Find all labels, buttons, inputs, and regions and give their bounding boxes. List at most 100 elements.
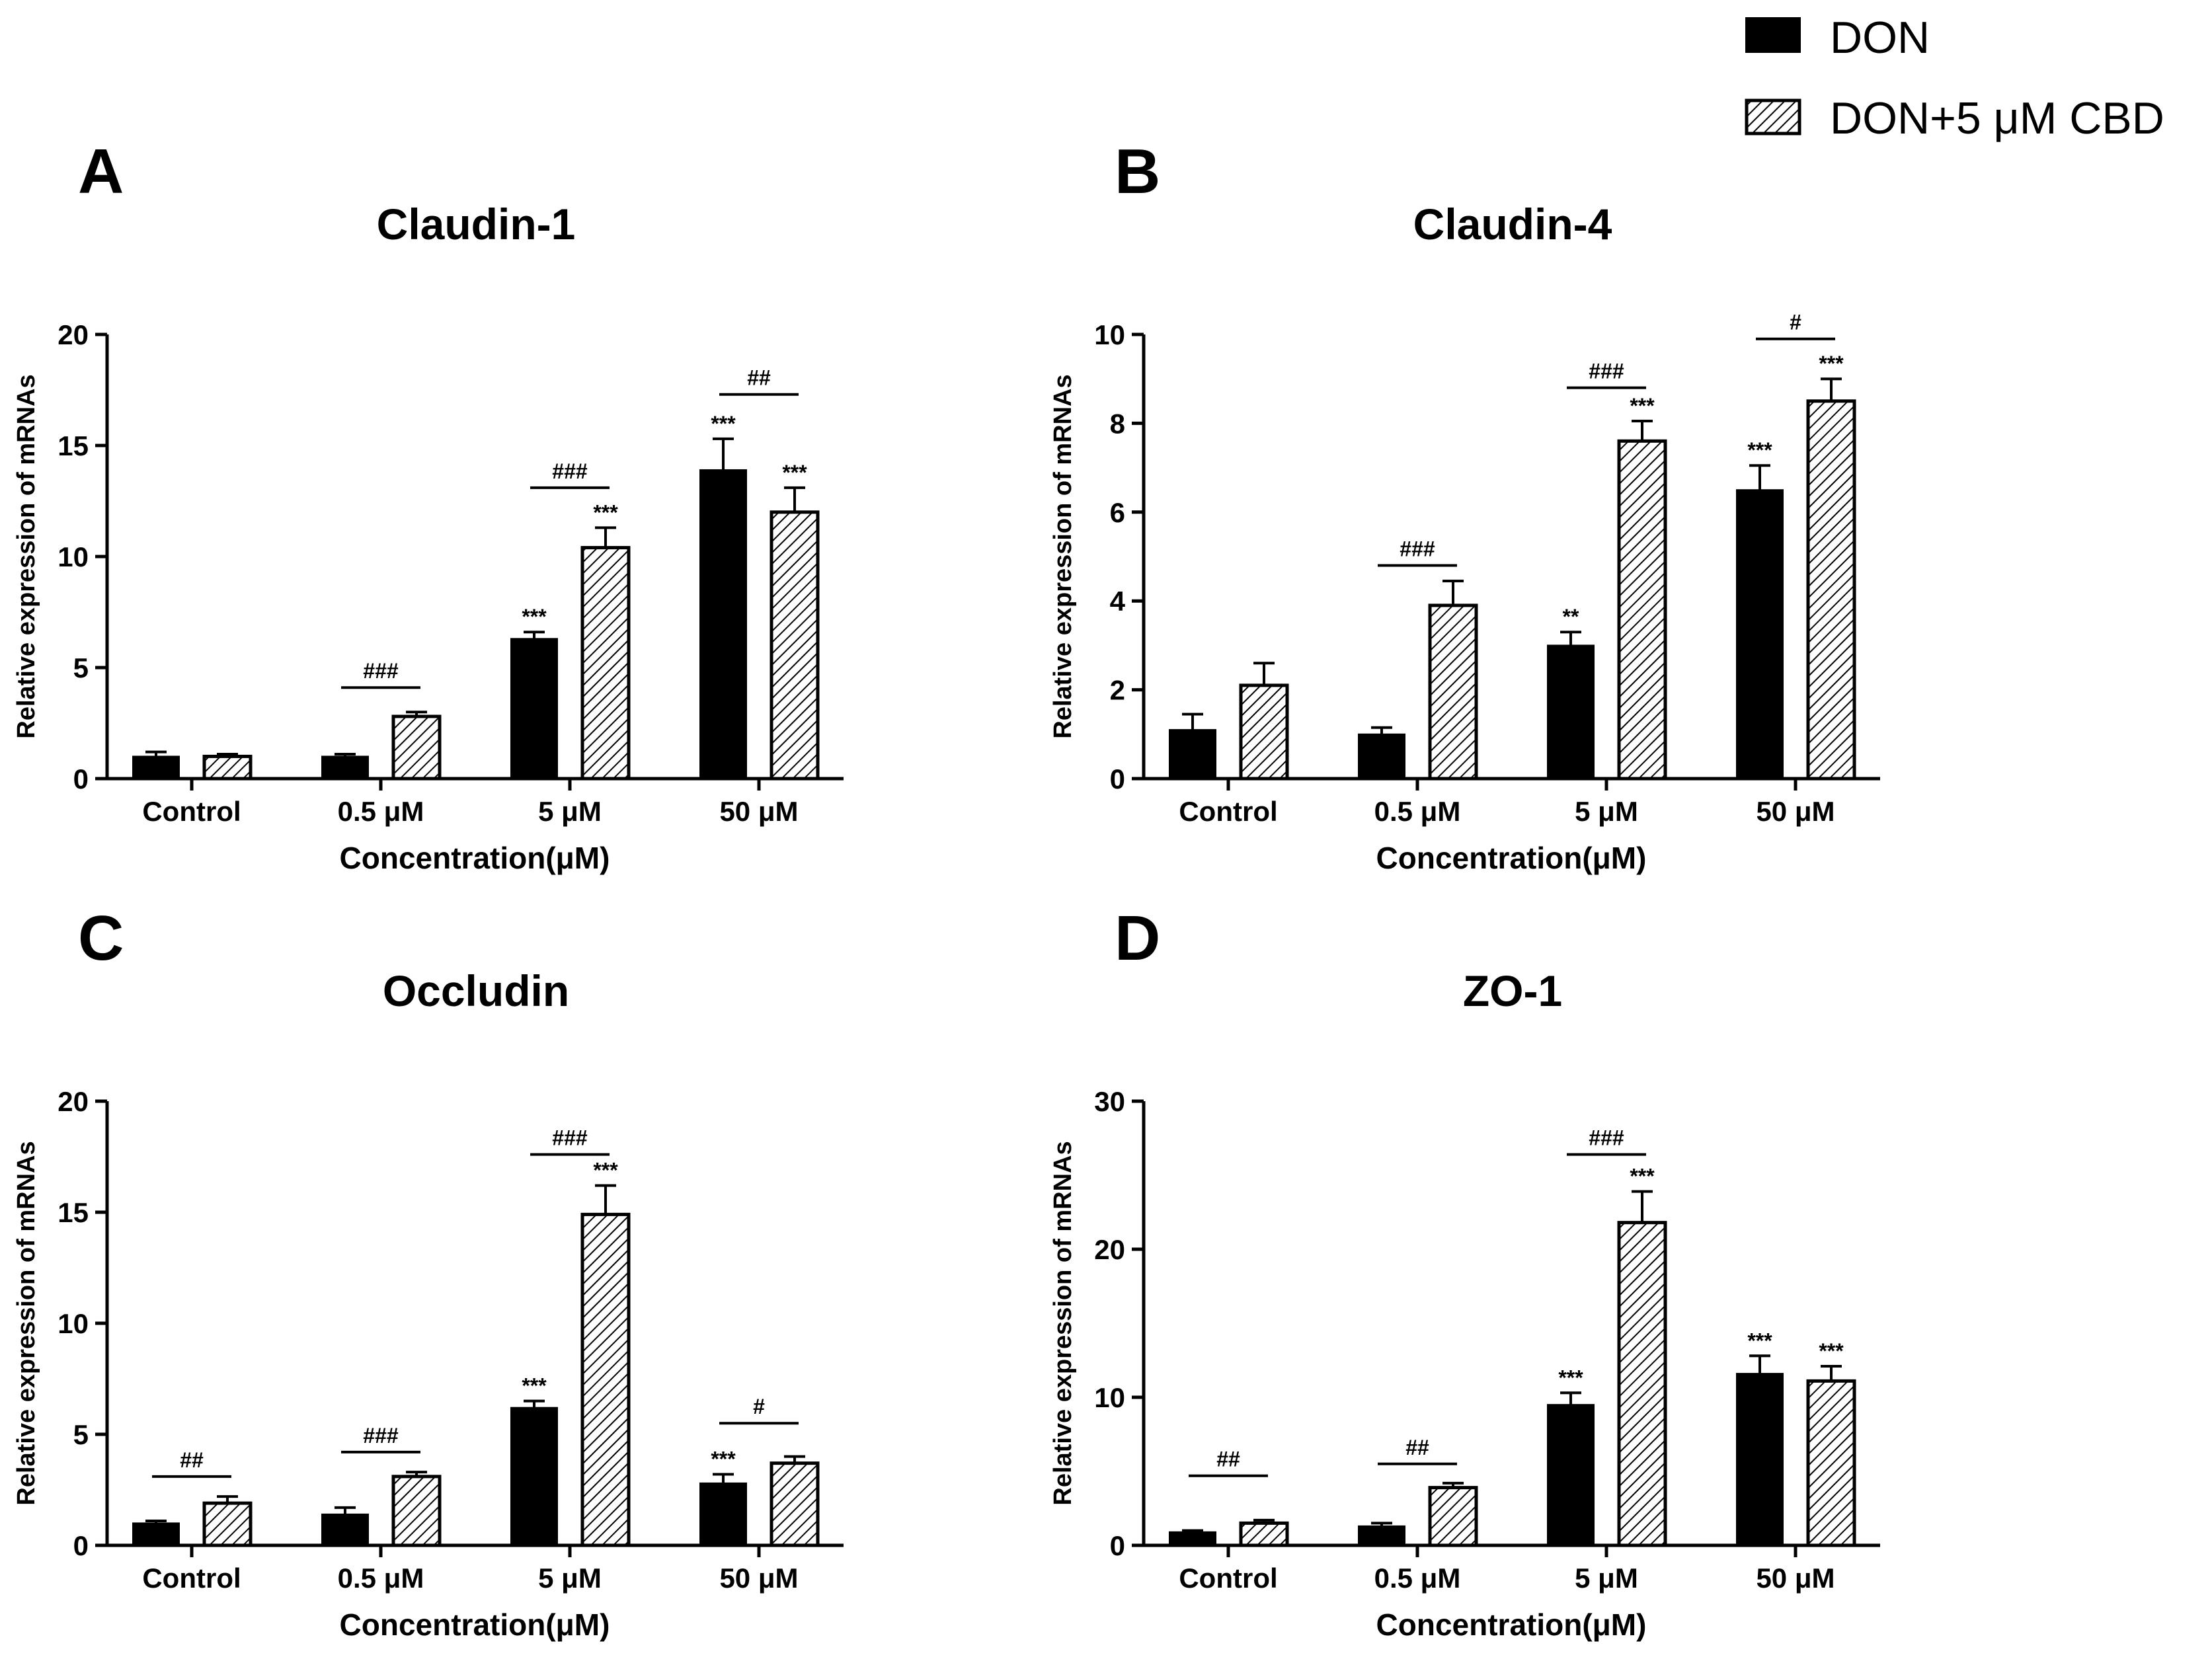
comparison-label: ## [1405, 1436, 1429, 1459]
y-tick-label: 20 [1094, 1234, 1125, 1265]
comparison-label: ### [552, 1126, 588, 1150]
bar-don [321, 1513, 369, 1546]
y-tick-label: 8 [1110, 408, 1125, 439]
y-tick-label: 10 [1094, 1382, 1125, 1413]
y-axis-label: Relative expression of mRNAs [1049, 374, 1077, 738]
y-tick-label: 0 [1110, 1530, 1125, 1561]
y-tick-label: 15 [58, 430, 89, 461]
x-tick-label: 5 μM [1575, 796, 1638, 827]
bar-don [1169, 1531, 1216, 1546]
x-tick-label: 50 μM [719, 1563, 798, 1594]
bar-don [1358, 733, 1405, 780]
x-tick-label: Control [1179, 796, 1277, 827]
x-tick-label: Control [1179, 1563, 1277, 1594]
bar-don [321, 755, 369, 780]
y-tick-label: 10 [58, 541, 89, 572]
y-tick-label: 0 [73, 1530, 89, 1561]
x-tick-label: 0.5 μM [338, 796, 424, 827]
x-tick-label: Control [142, 796, 241, 827]
significance-stars: *** [593, 1159, 618, 1182]
bar-don-cbd [1239, 683, 1289, 781]
comparison-label: ### [552, 459, 588, 483]
x-tick-label: 0.5 μM [1374, 1563, 1461, 1594]
bar-don-cbd [1806, 1379, 1856, 1547]
significance-stars: *** [1630, 394, 1655, 418]
x-tick-label: 0.5 μM [1374, 796, 1461, 827]
x-axis-label: Concentration(μM) [1376, 841, 1647, 875]
x-axis-label: Concentration(μM) [1376, 1607, 1647, 1642]
comparison-label: ## [180, 1448, 204, 1472]
y-axis-label: Relative expression of mRNAs [13, 1141, 40, 1505]
chart-title: Occludin [383, 966, 569, 1015]
legend: DON DON+5 μM CBD [1745, 13, 2164, 143]
bar-don-cbd [770, 1461, 820, 1547]
y-tick-label: 15 [58, 1197, 89, 1228]
chart-title: ZO-1 [1463, 966, 1562, 1015]
significance-stars: *** [1747, 1329, 1772, 1352]
chart-panel-c: C Occludin 0 5 10 15 20 Control 0.5 μM 5 μM 50 μM *… [13, 903, 844, 1642]
panel-letter: B [1115, 136, 1160, 207]
chart-panel-d: D ZO-1 0 10 20 30 Control 0.5 μM 5 μM 50 μM *** ***… [1049, 903, 1880, 1642]
bar-don [510, 1407, 558, 1546]
panel-letter: A [78, 136, 124, 207]
y-tick-label: 5 [73, 1419, 89, 1450]
significance-stars: *** [1819, 352, 1844, 375]
y-tick-label: 6 [1110, 497, 1125, 528]
bar-don-cbd [1239, 1521, 1289, 1547]
bar-don-cbd [202, 754, 253, 781]
significance-stars: *** [711, 412, 736, 436]
x-axis-label: Concentration(μM) [340, 841, 610, 875]
x-tick-label: 5 μM [538, 796, 602, 827]
legend-label-don: DON [1830, 13, 1930, 63]
bar-don-cbd [580, 546, 631, 781]
y-tick-label: 4 [1110, 586, 1126, 617]
bar-don [1169, 729, 1216, 779]
comparison-label: ### [363, 1424, 399, 1448]
bar-don [132, 1522, 180, 1547]
bar-don-cbd [1428, 603, 1478, 781]
y-axis-label: Relative expression of mRNAs [1049, 1141, 1077, 1505]
bar-don [699, 469, 747, 780]
significance-stars: *** [1558, 1366, 1583, 1389]
y-axis-label: Relative expression of mRNAs [13, 374, 40, 738]
y-tick-label: 10 [58, 1308, 89, 1339]
y-tick-label: 20 [58, 1086, 89, 1117]
bar-don [1547, 644, 1595, 780]
bar-don-cbd [202, 1501, 253, 1547]
y-tick-label: 0 [73, 763, 89, 794]
y-tick-label: 0 [1110, 763, 1125, 794]
significance-stars: *** [711, 1447, 736, 1471]
comparison-label: ## [1216, 1448, 1240, 1471]
bar-don [132, 755, 180, 780]
bar-don-cbd [770, 510, 820, 781]
x-tick-label: Control [142, 1563, 241, 1594]
legend-label-don-cbd: DON+5 μM CBD [1830, 93, 2164, 143]
bar-don-cbd [391, 715, 442, 781]
bar-don [1547, 1404, 1595, 1547]
bar-don-cbd [1806, 399, 1856, 781]
panel-letter: C [78, 903, 124, 974]
comparison-label: ### [1589, 1126, 1624, 1150]
bar-don-cbd [391, 1475, 442, 1547]
x-tick-label: 50 μM [719, 796, 798, 827]
bar-don [1358, 1525, 1405, 1547]
significance-stars: *** [522, 605, 547, 629]
bar-don [1736, 489, 1784, 779]
x-tick-label: 50 μM [1756, 796, 1835, 827]
bar-don [510, 638, 558, 779]
significance-stars: *** [593, 500, 618, 524]
y-tick-label: 10 [1094, 319, 1125, 350]
y-tick-label: 5 [73, 652, 89, 683]
bar-don-cbd [1428, 1486, 1478, 1547]
x-axis-label: Concentration(μM) [340, 1607, 610, 1642]
bar-don-cbd [580, 1212, 631, 1547]
chart-panel-b: B Claudin-4 0 2 4 6 8 10 Control 0.5 μM 5 μM 50 μM *… [1049, 136, 1880, 875]
significance-stars: ** [1563, 605, 1579, 629]
x-tick-label: 50 μM [1756, 1563, 1835, 1594]
legend-swatch-don [1745, 17, 1801, 53]
chart-panel-a: A Claudin-1 0 5 10 15 20 Control 0.5 μM 5 μM 50 μM… [13, 136, 844, 875]
comparison-label: ### [363, 659, 399, 683]
x-tick-label: 5 μM [538, 1563, 602, 1594]
bar-don [699, 1482, 747, 1547]
